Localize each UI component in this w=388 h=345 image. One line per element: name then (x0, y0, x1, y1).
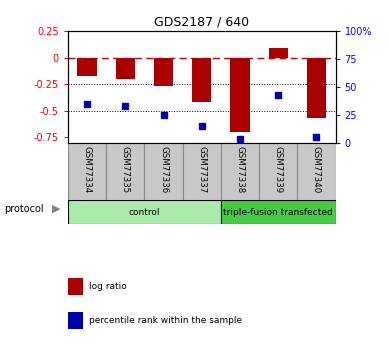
Text: control: control (129, 208, 160, 217)
Text: ▶: ▶ (52, 204, 61, 214)
Text: GSM77334: GSM77334 (83, 146, 92, 193)
Bar (307, 58, 326, 118)
Bar (116, 58, 135, 79)
Text: GSM77336: GSM77336 (159, 146, 168, 193)
Bar (154, 58, 173, 86)
Text: GSM77339: GSM77339 (274, 146, 283, 193)
Text: protocol: protocol (4, 204, 43, 214)
Text: GSM77340: GSM77340 (312, 146, 321, 193)
Text: triple-fusion transfected: triple-fusion transfected (223, 208, 333, 217)
FancyBboxPatch shape (68, 200, 221, 224)
FancyBboxPatch shape (297, 143, 336, 200)
Bar (78, 58, 97, 76)
FancyBboxPatch shape (259, 143, 297, 200)
Text: percentile rank within the sample: percentile rank within the sample (89, 316, 243, 325)
FancyBboxPatch shape (183, 143, 221, 200)
Bar (192, 58, 211, 102)
FancyBboxPatch shape (144, 143, 183, 200)
FancyBboxPatch shape (221, 143, 259, 200)
Title: GDS2187 / 640: GDS2187 / 640 (154, 16, 249, 29)
FancyBboxPatch shape (106, 143, 144, 200)
Text: GSM77337: GSM77337 (197, 146, 206, 193)
Bar (268, 48, 288, 58)
Bar (230, 58, 249, 132)
Text: GSM77338: GSM77338 (236, 146, 244, 193)
Text: GSM77335: GSM77335 (121, 146, 130, 193)
FancyBboxPatch shape (221, 200, 336, 224)
Text: log ratio: log ratio (89, 282, 127, 291)
FancyBboxPatch shape (68, 143, 106, 200)
